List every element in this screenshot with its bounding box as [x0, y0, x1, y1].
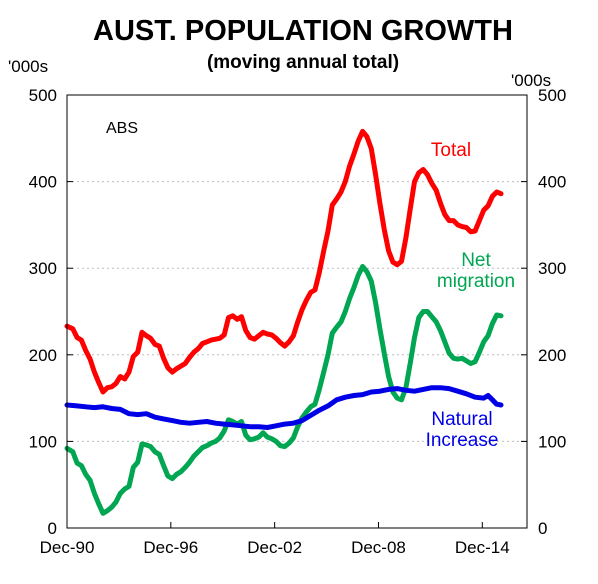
series-label-total: Total — [431, 140, 471, 161]
right-axis-unit: '000s — [511, 71, 551, 90]
series-line-total — [64, 128, 504, 395]
chart-subtitle: (moving annual total) — [207, 52, 399, 73]
x-tick-label: Dec-08 — [351, 538, 406, 557]
y-tick-label-right: 500 — [538, 86, 566, 105]
left-axis-unit: '000s — [8, 57, 48, 76]
y-tick-label-left: 400 — [29, 173, 57, 192]
y-tick-label-right: 0 — [538, 519, 547, 538]
y-tick-label-right: 300 — [538, 259, 566, 278]
x-tick-label: Dec-14 — [455, 538, 510, 557]
y-tick-label-right: 200 — [538, 346, 566, 365]
x-tick-label: Dec-02 — [247, 538, 302, 557]
y-tick-label-left: 500 — [29, 86, 57, 105]
series-line-natural-increase — [64, 385, 504, 430]
y-tick-label-left: 300 — [29, 259, 57, 278]
source-label: ABS — [106, 120, 138, 137]
series-label-natural-increase: Natural Increase — [426, 409, 499, 451]
series-labels: Total Net migration Natural Increase — [426, 140, 516, 451]
gridlines — [67, 181, 527, 442]
y-tick-label-left: 100 — [29, 432, 57, 451]
plot-frame — [66, 94, 528, 529]
x-tick-label: Dec-96 — [143, 538, 198, 557]
y-tick-label-left: 200 — [29, 346, 57, 365]
chart-title: AUST. POPULATION GROWTH — [93, 15, 513, 47]
series-lines — [64, 128, 504, 516]
y-tick-label-left: 0 — [48, 519, 57, 538]
axes: 0 0 100 100 200 200 300 300 400 400 500 500 Dec-90 De… — [29, 86, 567, 557]
y-tick-label-right: 100 — [538, 432, 566, 451]
y-tick-label-right: 400 — [538, 173, 566, 192]
series-line-net-migration — [64, 264, 504, 516]
series-label-net-migration: Net migration — [437, 250, 515, 292]
x-tick-label: Dec-90 — [40, 538, 95, 557]
